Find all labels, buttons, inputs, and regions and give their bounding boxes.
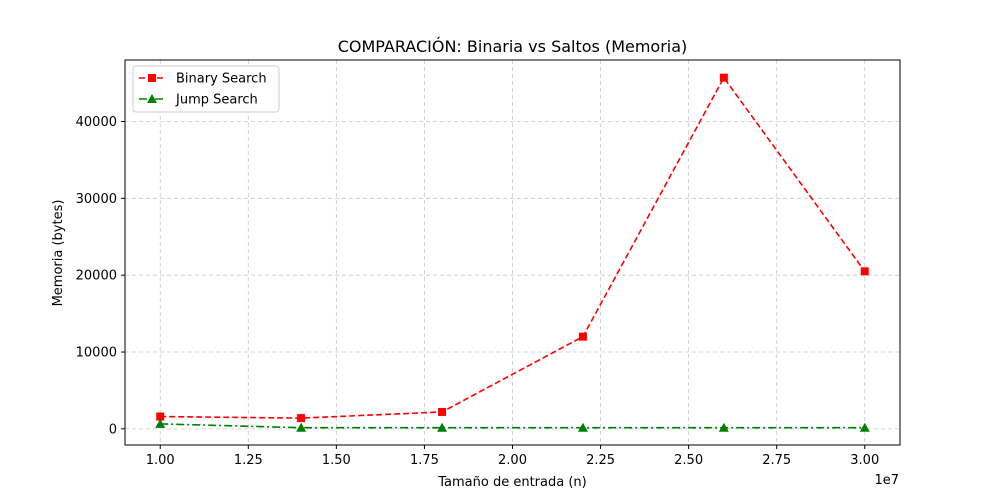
legend-item: Jump Search (139, 93, 258, 108)
series-jump-search (155, 418, 870, 432)
x-axis: 1.00 1.25 1.50 1.75 2.00 2.25 2.50 2.75 3.00 (146, 445, 879, 468)
series-layer (155, 73, 870, 432)
grid (125, 60, 900, 445)
legend-item: Binary Search (139, 72, 267, 87)
data-point (297, 414, 306, 423)
x-tick-label: 2.25 (586, 453, 615, 468)
data-point (155, 418, 166, 428)
legend-box (132, 65, 280, 113)
y-tick-label: 0 (109, 422, 117, 437)
y-axis: 0 10000 20000 30000 40000 (76, 115, 125, 437)
x-tick-label: 2.75 (762, 453, 791, 468)
legend-label: Jump Search (175, 93, 258, 108)
data-point (859, 422, 870, 432)
data-point (718, 422, 729, 432)
x-tick-label: 3.00 (850, 453, 879, 468)
x-tick-label: 1.25 (234, 453, 263, 468)
series-line (160, 76, 866, 419)
y-tick-label: 30000 (76, 192, 117, 207)
x-tick-label: 2.50 (674, 453, 703, 468)
y-tick-label: 40000 (76, 115, 117, 130)
data-point (860, 267, 869, 276)
series-line (160, 423, 865, 429)
legend-marker (148, 74, 156, 82)
data-point (719, 73, 728, 82)
chart-title: COMPARACIÓN: Binaria vs Saltos (Memoria) (338, 37, 688, 56)
y-axis-label: Memoria (bytes) (51, 200, 66, 307)
data-point (296, 422, 307, 432)
x-tick-label: 2.00 (498, 453, 527, 468)
data-point (577, 422, 588, 432)
legend-label: Binary Search (176, 72, 267, 87)
x-tick-label: 1.50 (322, 453, 351, 468)
data-point (578, 332, 587, 341)
data-point (156, 412, 165, 421)
x-axis-label: Tamaño de entrada (n) (437, 475, 586, 490)
legend-marker (147, 94, 157, 103)
series-binary-search (156, 73, 869, 423)
data-point (438, 407, 447, 416)
y-tick-label: 20000 (76, 269, 117, 284)
x-tick-label: 1.00 (146, 453, 175, 468)
legend: Binary Search Jump Search (132, 65, 280, 113)
x-axis-scale-label: 1e7 (874, 473, 899, 488)
y-tick-label: 10000 (76, 346, 117, 361)
x-tick-label: 1.75 (410, 453, 439, 468)
data-point (437, 422, 448, 432)
